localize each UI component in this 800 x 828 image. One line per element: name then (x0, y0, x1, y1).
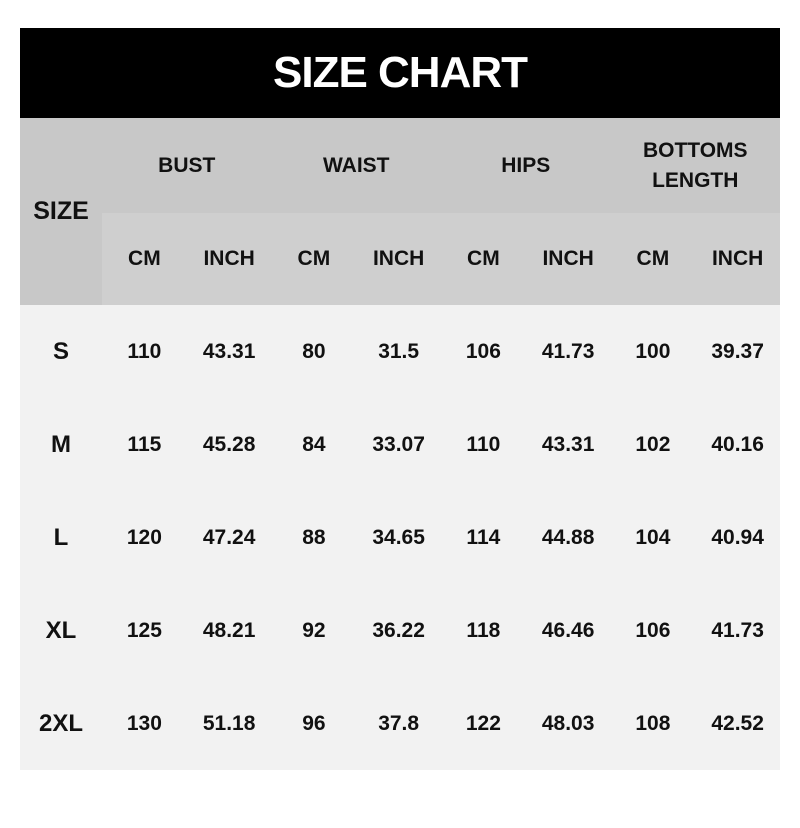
cell-xl-bust-inch: 48.21 (202, 618, 256, 642)
table-header: SIZE BUST WAIST HIPS BOTTOMS LENGTH CM I… (20, 118, 780, 305)
cell-l-bottoms-cm: 104 (635, 525, 671, 549)
row-size-label: S (52, 337, 69, 365)
cell-2xl-bust-cm: 130 (126, 711, 162, 735)
group-header-bottoms-length: BOTTOMS LENGTH (642, 138, 748, 192)
cell-s-bottoms-cm: 100 (635, 339, 671, 363)
cell-xl-waist-inch: 36.22 (372, 618, 425, 642)
cell-xl-waist-cm: 92 (302, 618, 326, 642)
cell-l-bust-cm: 120 (126, 525, 162, 549)
cell-s-hips-inch: 41.73 (541, 339, 595, 363)
cell-xl-hips-cm: 118 (466, 618, 501, 642)
page-title: SIZE CHART (273, 48, 528, 97)
cell-s-waist-inch: 31.5 (378, 339, 420, 363)
size-chart-sheet: SIZE CHART SIZE BUST WAIST HIPS BOTTOMS … (20, 28, 780, 770)
cell-m-hips-cm: 110 (466, 432, 501, 456)
cell-s-bottoms-inch: 39.37 (711, 339, 764, 363)
table-body: S 110 43.31 80 31.5 106 41.73 100 39.37 … (20, 305, 780, 770)
cell-2xl-hips-cm: 122 (465, 711, 501, 735)
title-banner: SIZE CHART (20, 28, 780, 118)
unit-header-bust-inch: INCH (203, 247, 255, 270)
cell-s-waist-cm: 80 (302, 339, 326, 363)
unit-header-bust-cm: CM (128, 247, 161, 270)
cell-m-waist-cm: 84 (302, 432, 326, 456)
unit-header-waist-inch: INCH (372, 247, 425, 270)
cell-m-bottoms-inch: 40.16 (711, 432, 764, 456)
cell-m-hips-inch: 43.31 (541, 432, 595, 456)
cell-s-bust-inch: 43.31 (202, 339, 256, 363)
unit-header-hips-cm: CM (467, 247, 500, 270)
group-header-waist: WAIST (323, 153, 390, 177)
cell-m-bust-inch: 45.28 (202, 432, 256, 456)
row-size-label: XL (45, 616, 77, 644)
cell-2xl-bust-inch: 51.18 (202, 711, 256, 735)
cell-l-bottoms-inch: 40.94 (711, 525, 764, 549)
unit-header-bottoms-cm: CM (636, 247, 670, 270)
group-header-bust: BUST (158, 153, 216, 177)
cell-m-waist-inch: 33.07 (372, 432, 425, 456)
cell-xl-bottoms-inch: 41.73 (711, 618, 764, 642)
cell-2xl-waist-inch: 37.8 (378, 711, 420, 735)
cell-xl-bust-cm: 125 (126, 618, 162, 642)
cell-l-hips-inch: 44.88 (541, 525, 595, 549)
group-header-hips: HIPS (501, 153, 551, 177)
size-column-header: SIZE (33, 197, 89, 225)
row-size-label: M (51, 430, 71, 458)
cell-2xl-bottoms-cm: 108 (635, 711, 671, 735)
cell-l-waist-cm: 88 (302, 525, 326, 549)
unit-header-waist-cm: CM (297, 247, 331, 270)
row-size-label: 2XL (38, 709, 83, 737)
cell-xl-hips-inch: 46.46 (541, 618, 595, 642)
unit-header-bottoms-inch: INCH (711, 247, 764, 270)
cell-m-bust-cm: 115 (127, 432, 162, 456)
cell-2xl-hips-inch: 48.03 (541, 711, 595, 735)
cell-xl-bottoms-cm: 106 (635, 618, 671, 642)
cell-2xl-bottoms-inch: 42.52 (711, 711, 764, 735)
row-size-label: L (53, 523, 69, 551)
cell-2xl-waist-cm: 96 (302, 711, 326, 735)
cell-l-waist-inch: 34.65 (372, 525, 425, 549)
cell-l-bust-inch: 47.24 (202, 525, 256, 549)
cell-l-hips-cm: 114 (466, 525, 501, 549)
cell-m-bottoms-cm: 102 (635, 432, 671, 456)
cell-s-bust-cm: 110 (127, 339, 162, 363)
cell-s-hips-cm: 106 (465, 339, 501, 363)
unit-header-hips-inch: INCH (542, 247, 594, 270)
